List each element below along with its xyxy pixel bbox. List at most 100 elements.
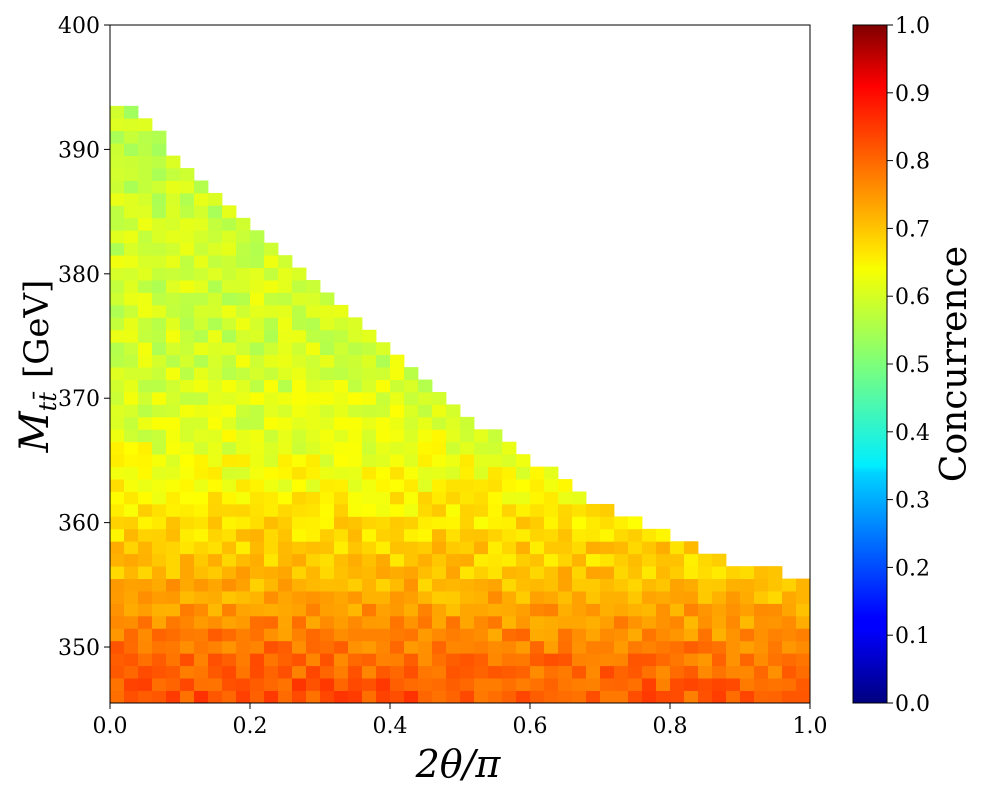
heatmap-cell xyxy=(516,640,531,654)
heatmap-cell xyxy=(558,503,573,517)
x-tick-label: 0.0 xyxy=(93,714,128,739)
heatmap-cell xyxy=(390,391,405,405)
heatmap-cell xyxy=(250,230,265,244)
heatmap-cell xyxy=(110,591,125,604)
heatmap-cell xyxy=(166,665,181,679)
heatmap-cell xyxy=(348,566,363,579)
heatmap-cell xyxy=(516,491,531,505)
heatmap-cell xyxy=(138,367,153,380)
heatmap-cell xyxy=(502,541,517,555)
heatmap-cell xyxy=(152,541,167,555)
heatmap-cell xyxy=(222,528,237,542)
heatmap-cell xyxy=(208,255,223,268)
heatmap-cell xyxy=(348,429,363,443)
heatmap-cell xyxy=(180,441,195,455)
heatmap-cell xyxy=(110,180,125,194)
heatmap-cell xyxy=(684,640,699,654)
y-axis-ticks: 350 360 370 380 390 400 xyxy=(58,14,110,661)
heatmap-cell xyxy=(180,503,195,517)
heatmap-cell xyxy=(264,528,279,542)
heatmap-cell xyxy=(250,541,265,555)
heatmap-cell xyxy=(544,678,559,691)
heatmap-cell xyxy=(376,591,391,604)
heatmap-cell xyxy=(278,280,293,293)
heatmap-cell xyxy=(292,690,307,704)
heatmap-cell xyxy=(152,217,167,231)
heatmap-cell xyxy=(628,640,643,654)
heatmap-cell xyxy=(320,665,335,679)
heatmap-cell xyxy=(166,466,181,480)
heatmap-cell xyxy=(320,603,335,617)
heatmap-cell xyxy=(740,578,755,592)
heatmap-cell xyxy=(432,578,447,592)
heatmap-cell xyxy=(614,578,629,592)
heatmap-cell xyxy=(250,479,265,492)
heatmap-cell xyxy=(194,342,209,356)
heatmap-cell xyxy=(502,653,517,667)
heatmap-cell xyxy=(152,317,167,331)
heatmap-cell xyxy=(306,454,321,468)
heatmap-cell xyxy=(278,566,293,579)
heatmap-cell xyxy=(208,192,223,206)
heatmap-cell xyxy=(474,503,489,517)
heatmap-cell xyxy=(264,466,279,480)
heatmap-cell xyxy=(796,653,811,667)
heatmap-cell xyxy=(194,354,209,368)
heatmap-cell xyxy=(194,479,209,492)
heatmap-cell xyxy=(572,528,587,542)
heatmap-cell xyxy=(222,516,237,530)
heatmap-cell xyxy=(544,541,559,555)
heatmap-cell xyxy=(138,230,153,244)
heatmap-cell xyxy=(278,404,293,418)
heatmap-cell xyxy=(180,292,195,306)
heatmap-cell xyxy=(488,665,503,679)
y-tick-label: 400 xyxy=(58,14,100,39)
heatmap-cell xyxy=(362,566,377,579)
heatmap-cell xyxy=(698,591,713,604)
heatmap-cell xyxy=(208,578,223,592)
heatmap-cell xyxy=(236,317,251,331)
heatmap-cell xyxy=(768,640,783,654)
heatmap-cell xyxy=(278,603,293,617)
heatmap-cell xyxy=(278,503,293,517)
heatmap-cell xyxy=(292,304,307,318)
heatmap-cell xyxy=(362,379,377,393)
heatmap-cell xyxy=(208,653,223,667)
heatmap-cell xyxy=(404,429,419,443)
heatmap-cell xyxy=(572,541,587,555)
heatmap-cell xyxy=(530,528,545,542)
heatmap-cell xyxy=(166,640,181,654)
heatmap-cell xyxy=(334,354,349,368)
heatmap-cell xyxy=(782,615,797,629)
heatmap-cell xyxy=(138,429,153,443)
heatmap-cell xyxy=(684,578,699,592)
heatmap-cell xyxy=(320,441,335,455)
heatmap-cell xyxy=(796,578,811,592)
heatmap-cell xyxy=(530,591,545,604)
heatmap-cell xyxy=(362,416,377,430)
heatmap-cell xyxy=(418,615,433,629)
heatmap-cell xyxy=(586,516,601,530)
colorbar-tick-label: 0.3 xyxy=(895,489,930,514)
heatmap-cell xyxy=(684,628,699,642)
heatmap-cell xyxy=(138,516,153,530)
colorbar-tick-label: 0.5 xyxy=(895,353,930,378)
heatmap-cell xyxy=(586,653,601,667)
heatmap-cell xyxy=(250,566,265,579)
heatmap-cell xyxy=(264,391,279,405)
heatmap-cell xyxy=(264,404,279,418)
heatmap-cell xyxy=(138,503,153,517)
heatmap-cell xyxy=(418,429,433,443)
heatmap-cell xyxy=(432,678,447,691)
heatmap-cell xyxy=(250,354,265,368)
heatmap-cell xyxy=(264,628,279,642)
heatmap-cell xyxy=(194,391,209,405)
heatmap-cell xyxy=(670,653,685,667)
heatmap-cell xyxy=(446,441,461,455)
heatmap-cell xyxy=(264,454,279,468)
heatmap-cell xyxy=(194,640,209,654)
heatmap-cell xyxy=(348,628,363,642)
heatmap-cell xyxy=(642,690,657,704)
heatmap-cell xyxy=(446,466,461,480)
heatmap-cell xyxy=(558,628,573,642)
